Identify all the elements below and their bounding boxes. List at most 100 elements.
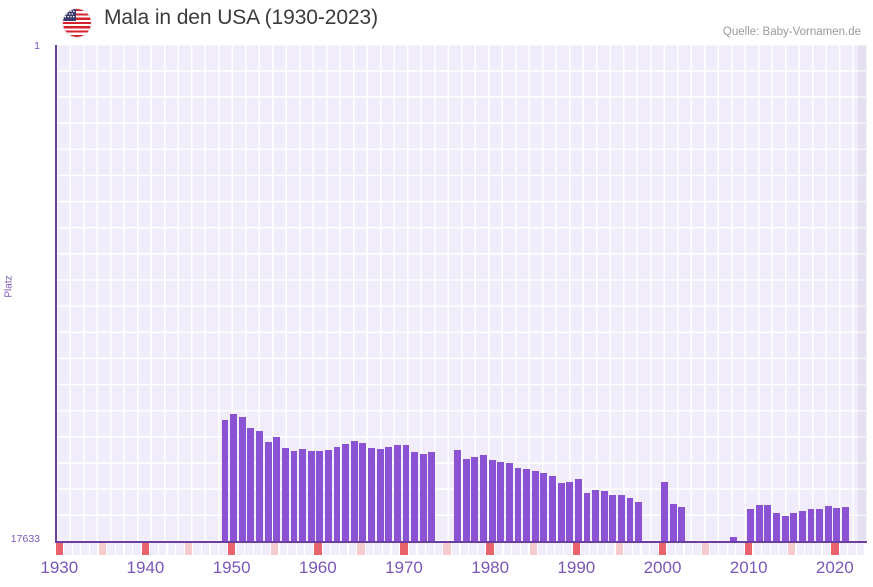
bar[interactable] <box>669 503 677 542</box>
bar[interactable] <box>290 450 298 542</box>
decade-marker <box>848 543 856 555</box>
decade-marker <box>210 543 219 555</box>
plot-area <box>55 45 867 542</box>
decade-marker-strip <box>55 543 865 555</box>
bar[interactable] <box>230 414 238 542</box>
bar[interactable] <box>842 506 849 542</box>
bar[interactable] <box>350 441 358 542</box>
bar[interactable] <box>540 472 548 542</box>
bar[interactable] <box>755 505 763 542</box>
bar[interactable] <box>256 431 263 542</box>
bar[interactable] <box>505 462 513 542</box>
decade-marker <box>839 543 848 555</box>
decade-marker <box>408 543 417 555</box>
decade-marker <box>202 543 210 555</box>
bar[interactable] <box>333 446 341 542</box>
decade-marker <box>391 543 400 555</box>
x-axis-tick-label: 1940 <box>126 558 165 577</box>
decade-marker <box>615 543 624 555</box>
page-title: Mala in den USA (1930-2023) <box>104 6 378 29</box>
bar[interactable] <box>497 462 505 542</box>
bar[interactable] <box>549 476 556 542</box>
bar[interactable] <box>419 453 427 542</box>
decade-marker <box>124 543 132 555</box>
decade-marker <box>271 543 279 555</box>
bar[interactable] <box>609 494 617 542</box>
bar[interactable] <box>773 512 780 542</box>
bar[interactable] <box>359 442 367 542</box>
bar[interactable] <box>574 479 582 542</box>
decade-marker <box>374 543 382 555</box>
bar[interactable] <box>462 459 470 542</box>
x-axis-tick-label: 2020 <box>815 558 854 577</box>
bar[interactable] <box>471 456 479 542</box>
bar[interactable] <box>264 442 272 542</box>
decade-marker <box>632 543 641 555</box>
y-axis-title: Platz <box>3 275 15 298</box>
bar[interactable] <box>385 446 393 542</box>
bar[interactable] <box>566 482 574 542</box>
bar[interactable] <box>747 508 755 542</box>
bar[interactable] <box>480 455 487 542</box>
bar[interactable] <box>798 510 806 542</box>
bar[interactable] <box>661 481 668 542</box>
x-axis-tick-label: 2000 <box>643 558 682 577</box>
decade-marker <box>572 543 581 555</box>
bar[interactable] <box>299 449 307 542</box>
decade-marker <box>193 543 201 555</box>
decade-marker <box>98 543 107 555</box>
bar[interactable] <box>583 492 591 542</box>
decade-marker <box>520 543 529 555</box>
bar[interactable] <box>833 507 841 542</box>
bar[interactable] <box>342 443 350 542</box>
bar[interactable] <box>316 450 324 542</box>
bar[interactable] <box>790 513 798 542</box>
decade-marker <box>443 543 451 555</box>
bar[interactable] <box>454 450 462 542</box>
bar[interactable] <box>273 436 281 542</box>
bar[interactable] <box>816 508 824 542</box>
bar[interactable] <box>635 502 643 542</box>
bar[interactable] <box>557 483 565 542</box>
bar[interactable] <box>531 471 539 542</box>
bar[interactable] <box>626 498 634 542</box>
decade-marker <box>460 543 468 555</box>
bar[interactable] <box>824 505 832 542</box>
decade-marker <box>219 543 227 555</box>
decade-marker <box>400 543 408 555</box>
bar[interactable] <box>324 450 332 542</box>
bar[interactable] <box>488 459 496 542</box>
decade-marker <box>538 543 546 555</box>
bar[interactable] <box>781 515 789 542</box>
bar[interactable] <box>411 452 419 542</box>
bar[interactable] <box>307 451 315 542</box>
bar[interactable] <box>807 508 815 542</box>
bar[interactable] <box>376 448 384 542</box>
bar[interactable] <box>617 495 625 542</box>
bar[interactable] <box>393 445 401 542</box>
bar[interactable] <box>402 445 410 542</box>
decade-marker <box>607 543 615 555</box>
bar[interactable] <box>523 469 531 542</box>
bar[interactable] <box>764 505 772 542</box>
decade-marker <box>184 543 193 555</box>
bar[interactable] <box>238 417 246 542</box>
bar[interactable] <box>514 467 522 542</box>
decade-marker <box>779 543 787 555</box>
decade-marker <box>650 543 658 555</box>
bar[interactable] <box>729 536 737 542</box>
decade-marker <box>141 543 150 555</box>
decade-marker <box>495 543 503 555</box>
bar[interactable] <box>600 490 608 542</box>
bar[interactable] <box>678 506 686 542</box>
bar[interactable] <box>247 428 255 542</box>
bar[interactable] <box>428 452 436 542</box>
bar[interactable] <box>281 448 289 542</box>
bar[interactable] <box>592 489 599 542</box>
decade-marker <box>72 543 81 555</box>
bar[interactable] <box>221 419 229 542</box>
decade-marker <box>512 543 520 555</box>
decade-marker <box>555 543 563 555</box>
bar[interactable] <box>368 448 375 542</box>
decade-marker <box>831 543 839 555</box>
